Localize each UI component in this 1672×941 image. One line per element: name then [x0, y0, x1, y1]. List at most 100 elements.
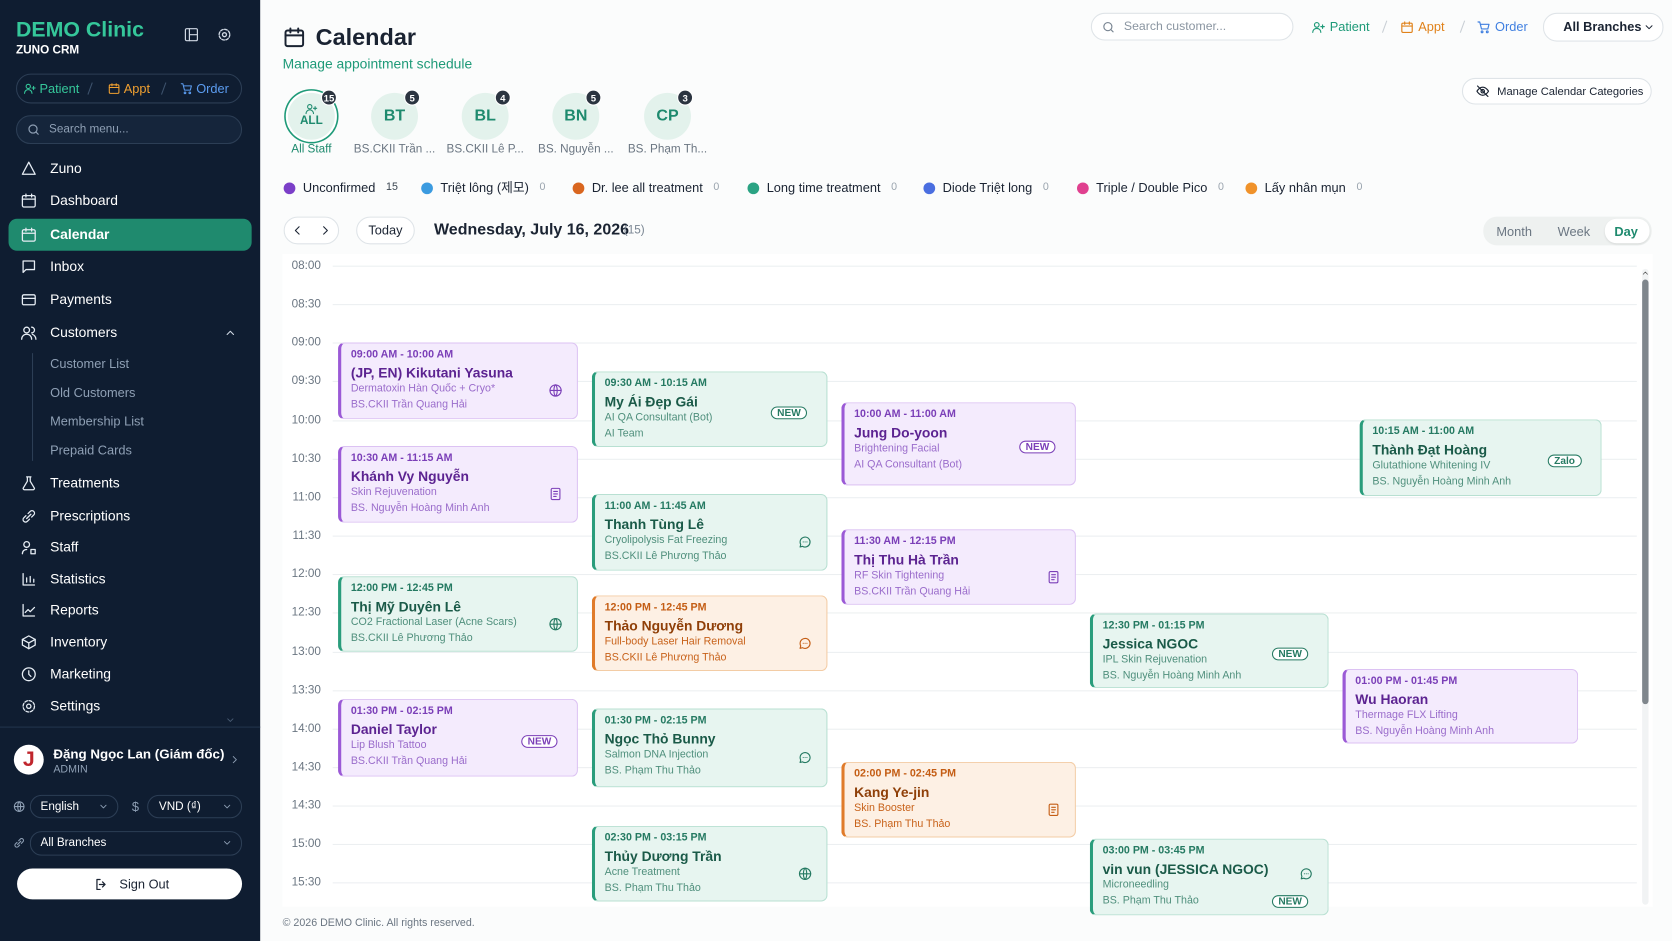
quick-action-label[interactable]: Appt — [123, 81, 151, 97]
language-select[interactable] — [29, 794, 119, 819]
menu-item-label[interactable]: Inventory — [50, 633, 108, 650]
menu-item-label[interactable]: Settings — [50, 697, 101, 714]
appointment-card[interactable]: 01:00 PM - 01:45 PM Wu Haoran Thermage FLX… — [1342, 668, 1579, 744]
appointment-card[interactable]: 01:30 PM - 02:15 PM Daniel Taylor Lip Blus… — [338, 698, 578, 777]
appointment-card[interactable]: 02:30 PM - 03:15 PM Thủy Dương Trần Acne T… — [591, 825, 828, 902]
appointment-card[interactable]: 01:30 PM - 02:15 PM Ngọc Thỏ Bunny Salmon … — [591, 708, 828, 788]
category-label[interactable]: Triệt lông (제모) — [440, 180, 529, 196]
menu-icon — [22, 603, 36, 617]
appointment-card[interactable]: 11:00 AM - 11:45 AM Thanh Tùng Lê Cryolipo… — [591, 493, 828, 571]
manage-categories-button[interactable] — [1461, 77, 1652, 105]
currency[interactable]: VND (₫) — [158, 800, 201, 813]
staff-label[interactable]: BS.CKII Trần ... — [353, 142, 436, 156]
appointment-card[interactable]: 10:30 AM - 11:15 AM Khánh Vy Nguyễn Skin R… — [338, 445, 578, 523]
appointment-card[interactable]: 02:00 PM - 02:45 PM Kang Ye-jin Skin Boost… — [841, 761, 1076, 838]
category-label[interactable]: Unconfirmed — [302, 180, 376, 196]
category-label[interactable]: Dr. lee all treatment — [591, 180, 703, 196]
currency-select[interactable] — [147, 794, 243, 819]
menu-item[interactable] — [9, 690, 252, 722]
category-label[interactable]: Lấy nhân mụn — [1264, 180, 1346, 196]
staff-label[interactable]: All Staff — [291, 142, 332, 156]
menu-item-label[interactable]: Payments — [50, 291, 112, 308]
menu-item-label[interactable]: Marketing — [50, 665, 111, 682]
time-label: 15:30 — [291, 876, 321, 890]
quick-action-label[interactable]: Patient — [39, 81, 80, 97]
language[interactable]: English — [40, 800, 79, 813]
sign-out-label[interactable]: Sign Out — [119, 876, 170, 892]
customer-search[interactable] — [1090, 12, 1294, 41]
menu-item-label[interactable]: Treatments — [50, 474, 120, 491]
submenu-item[interactable]: Old Customers — [50, 385, 136, 401]
menu-item-label[interactable]: Statistics — [50, 570, 106, 587]
menu-item[interactable] — [9, 284, 252, 316]
menu-item[interactable] — [9, 185, 252, 217]
appointment-card[interactable]: 10:15 AM - 11:00 AM Thành Đạt Hoàng Glutat… — [1359, 419, 1602, 497]
menu-item[interactable] — [9, 153, 252, 185]
appointment-staff: AI Team — [604, 427, 644, 440]
submenu-item[interactable]: Prepaid Cards — [50, 442, 132, 458]
staff-count-badge — [320, 89, 337, 106]
menu-item[interactable] — [9, 594, 252, 626]
appointment-card[interactable]: 11:30 AM - 12:15 PM Thị Thu Hà Trần RF Ski… — [841, 529, 1076, 605]
header-action[interactable]: Appt — [1418, 19, 1445, 35]
category-label[interactable]: Triple / Double Pico — [1096, 180, 1208, 196]
category-label[interactable]: Diode Triệt long — [942, 180, 1033, 196]
appointment-card[interactable]: 09:00 AM - 10:00 AM (JP, EN) Kikutani Yas… — [338, 342, 578, 420]
appointment-card[interactable]: 12:00 PM - 12:45 PM Thảo Nguyễn Dương Full… — [591, 595, 828, 672]
menu-item[interactable] — [9, 658, 252, 690]
menu-item-label[interactable]: Dashboard — [50, 192, 118, 209]
appointment-staff: BS. Phạm Thu Thảo — [604, 882, 701, 895]
staff-label[interactable]: BS. Phạm Th... — [627, 142, 708, 156]
menu-item[interactable] — [9, 251, 252, 283]
menu-item-label[interactable]: Calendar — [50, 226, 110, 243]
appointment-card[interactable]: 12:00 PM - 12:45 PM Thị Mỹ Duyên Lê CO2 Fr… — [338, 576, 578, 652]
menu-item-label[interactable]: Reports — [50, 601, 99, 618]
menu-item[interactable] — [9, 317, 252, 349]
menu-item[interactable] — [9, 531, 252, 563]
manage-categories-label[interactable]: Manage Calendar Categories — [1497, 84, 1644, 98]
branch-select[interactable] — [1542, 12, 1664, 42]
header-branch[interactable]: All Branches — [1563, 19, 1642, 35]
appointment-service: Lip Blush Tattoo — [350, 739, 427, 752]
submenu-item[interactable]: Membership List — [50, 413, 144, 429]
header-action[interactable]: Order — [1494, 19, 1528, 35]
grid-line — [332, 342, 1637, 344]
menu-item-label[interactable]: Prescriptions — [50, 507, 131, 524]
time-label: 10:00 — [291, 413, 321, 427]
view-option[interactable]: Day — [1614, 223, 1638, 239]
appointment-time: 10:15 AM - 11:00 AM — [1372, 425, 1475, 438]
branch-select[interactable] — [29, 831, 243, 856]
sign-out-button[interactable] — [17, 868, 243, 900]
appointment-customer: (JP, EN) Kikutani Yasuna — [350, 364, 513, 381]
quick-action-label[interactable]: Order — [196, 81, 229, 97]
view-option[interactable]: Week — [1557, 223, 1591, 239]
appointment-service: AI QA Consultant (Bot) — [604, 411, 713, 424]
menu-item-label[interactable]: Staff — [50, 538, 79, 555]
menu-item-label[interactable]: Zuno — [50, 160, 82, 177]
today-label[interactable]: Today — [368, 222, 403, 238]
menu-item-label[interactable]: Customers — [50, 324, 118, 341]
branch[interactable]: All Branches — [40, 836, 107, 850]
menu-item[interactable] — [9, 467, 252, 499]
category-label[interactable]: Long time treatment — [766, 180, 881, 196]
menu-item[interactable] — [9, 219, 252, 251]
view-option[interactable]: Month — [1496, 223, 1532, 239]
appointment-card[interactable]: 12:30 PM - 01:15 PM Jessica NGOC IPL Skin … — [1089, 613, 1329, 689]
menu-item[interactable] — [9, 626, 252, 658]
quick-icon — [23, 83, 36, 94]
appointment-card[interactable]: 10:00 AM - 11:00 AM Jung Do-yoon Brighteni… — [841, 402, 1076, 486]
staff-label[interactable]: BS. Nguyễn ... — [537, 142, 614, 156]
header-action[interactable]: Patient — [1329, 19, 1370, 35]
menu-search[interactable] — [15, 115, 243, 145]
menu-item-label[interactable]: Inbox — [50, 258, 85, 275]
today-button[interactable] — [356, 216, 415, 245]
category-dot — [1244, 181, 1257, 194]
appointment-staff: BS. Nguyễn Hoàng Minh Anh — [1355, 725, 1495, 738]
appointment-card[interactable]: 03:00 PM - 03:45 PM vin vun (JESSICA NGOC… — [1089, 838, 1329, 916]
appointment-card[interactable]: 09:30 AM - 10:15 AM My Ái Đẹp Gái AI QA Co… — [591, 371, 828, 448]
time-label: 14:30 — [291, 799, 321, 813]
staff-count: 5 — [409, 92, 415, 103]
submenu-item[interactable]: Customer List — [50, 356, 130, 372]
menu-item[interactable] — [9, 563, 252, 595]
staff-label[interactable]: BS.CKII Lê P... — [446, 142, 524, 156]
